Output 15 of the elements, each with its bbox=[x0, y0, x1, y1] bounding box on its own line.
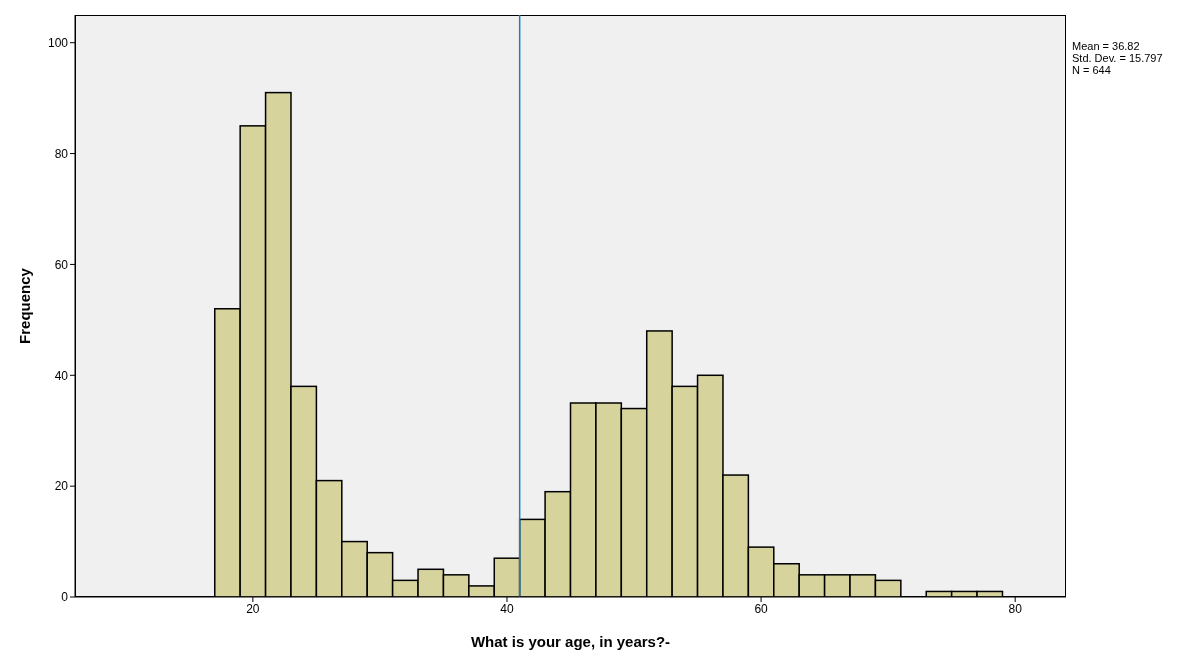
y-axis-title: Frequency bbox=[16, 267, 34, 344]
y-tick-label: 60 bbox=[54, 257, 69, 272]
x-tick-label: 60 bbox=[754, 601, 769, 616]
y-tick-label: 80 bbox=[54, 146, 69, 161]
y-tick-label: 40 bbox=[54, 368, 69, 383]
y-tick-label: 20 bbox=[54, 479, 69, 494]
text: Std. Dev. = 15.797 bbox=[1072, 52, 1163, 64]
x-tick-label: 20 bbox=[246, 601, 260, 616]
text: N = 644 bbox=[1072, 64, 1112, 76]
y-tick-label: 0 bbox=[61, 590, 69, 605]
y-tick-label: 100 bbox=[47, 35, 69, 50]
x-tick-label: 80 bbox=[1008, 601, 1023, 616]
x-tick-label: 40 bbox=[500, 601, 514, 616]
text: Mean = 36.82 bbox=[1072, 40, 1141, 52]
x-axis-title: What is your age, in years?- bbox=[470, 633, 671, 650]
